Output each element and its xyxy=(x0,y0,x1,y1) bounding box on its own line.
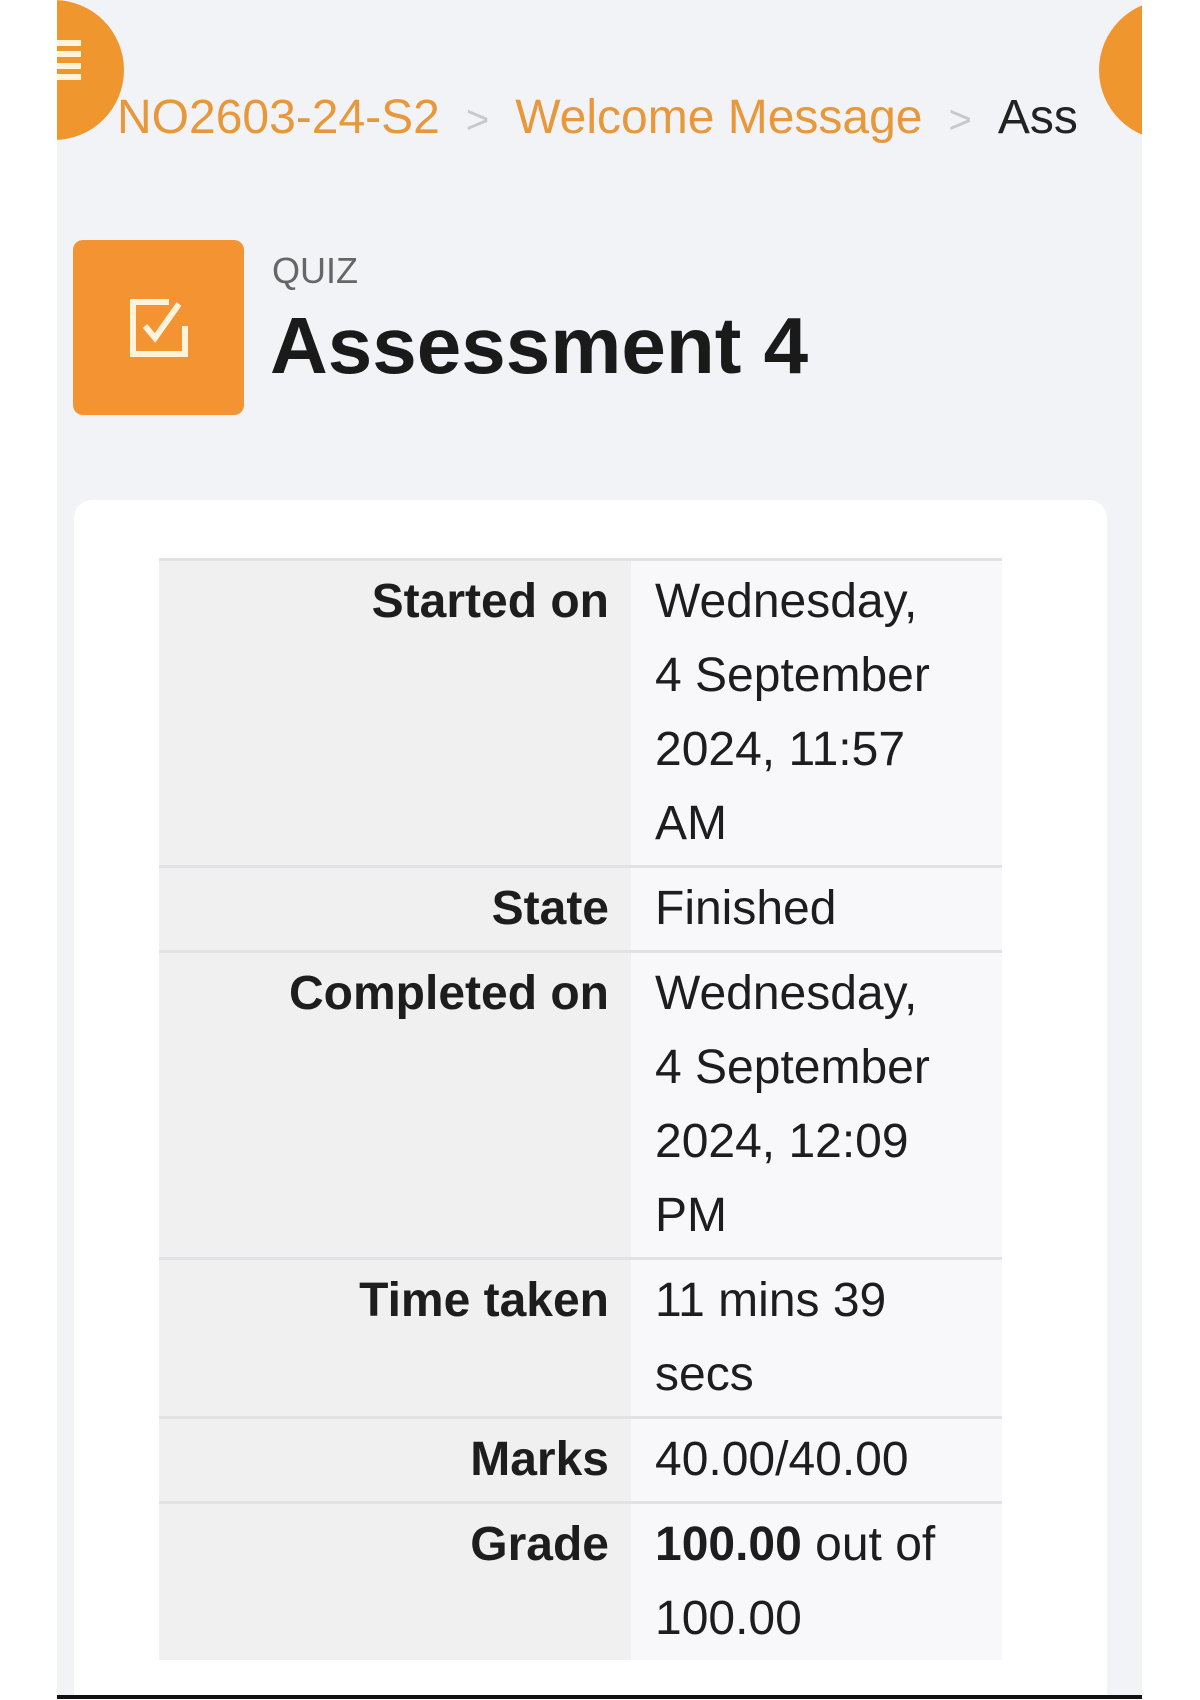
table-row: State Finished xyxy=(159,866,1002,952)
row-value: Wednesday, 4 September 2024, 12:09 PM xyxy=(631,951,1002,1259)
table-row: Started on Wednesday, 4 September 2024, 1… xyxy=(159,559,1002,867)
breadcrumb-section[interactable]: Welcome Message xyxy=(515,91,923,144)
row-value: 40.00/40.00 xyxy=(631,1417,1002,1503)
divider xyxy=(57,1695,1142,1699)
attempt-summary-card: Started on Wednesday, 4 September 2024, 1… xyxy=(74,500,1107,1695)
breadcrumb-current: Ass xyxy=(997,91,1078,144)
row-label: State xyxy=(159,866,631,952)
row-label: Completed on xyxy=(159,951,631,1259)
row-value: Finished xyxy=(631,866,1002,952)
table-row: Completed on Wednesday, 4 September 2024,… xyxy=(159,951,1002,1259)
module-type-label: QUIZ xyxy=(272,250,358,291)
menu-icon xyxy=(57,40,81,80)
chevron-right-icon: > xyxy=(948,98,972,142)
quiz-checkbox-icon xyxy=(73,240,244,415)
block-drawer-button[interactable] xyxy=(1099,0,1142,140)
page: NO2603-24-S2 > Welcome Message > Ass QUIZ As… xyxy=(57,0,1142,1695)
row-value: 100.00 out of 100.00 xyxy=(631,1502,1002,1660)
chevron-right-icon: > xyxy=(465,98,490,142)
row-value: Wednesday, 4 September 2024, 11:57 AM xyxy=(631,559,1002,867)
row-label: Started on xyxy=(159,559,631,867)
drawer-toggle-button[interactable] xyxy=(57,0,124,140)
row-label: Time taken xyxy=(159,1258,631,1418)
grade-value: 100.00 xyxy=(655,1518,802,1571)
grade-out-of: out of 100.00 xyxy=(655,1518,936,1645)
row-label: Grade xyxy=(159,1502,631,1660)
breadcrumb: NO2603-24-S2 > Welcome Message > Ass xyxy=(117,88,1078,150)
table-row: Time taken 11 mins 39 secs xyxy=(159,1258,1002,1418)
breadcrumb-course[interactable]: NO2603-24-S2 xyxy=(117,91,440,144)
row-value: 11 mins 39 secs xyxy=(631,1258,1002,1418)
row-label: Marks xyxy=(159,1417,631,1503)
table-row: Marks 40.00/40.00 xyxy=(159,1417,1002,1503)
attempt-summary-table: Started on Wednesday, 4 September 2024, 1… xyxy=(159,558,1002,1660)
table-row: Grade 100.00 out of 100.00 xyxy=(159,1502,1002,1660)
page-title: Assessment 4 xyxy=(270,301,809,390)
